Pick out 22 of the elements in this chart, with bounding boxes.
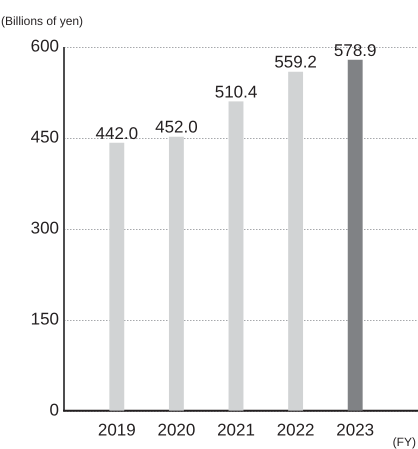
y-tick-label: 450: [30, 128, 59, 147]
data-label: 559.2: [274, 52, 317, 72]
bar: [228, 101, 244, 411]
y-tick-label: 300: [30, 218, 59, 238]
x-tick-label: 2021: [217, 420, 255, 440]
data-label: 442.0: [96, 124, 138, 143]
bar: [168, 136, 184, 411]
x-axis-title: (FY): [392, 435, 416, 449]
x-tick-label: 2022: [276, 420, 315, 440]
y-tick-label: 150: [30, 310, 59, 329]
data-label: 452.0: [155, 118, 198, 137]
y-tick-label: 600: [30, 36, 59, 56]
data-label: 510.4: [214, 82, 258, 102]
x-tick-label: 2023: [336, 420, 374, 440]
x-tick-label: 2019: [98, 420, 136, 440]
y-axis-title: (Billions of yen): [1, 14, 84, 28]
x-tick-label: 2020: [157, 420, 196, 440]
y-tick-label: 0: [50, 400, 59, 420]
bar: [109, 142, 124, 411]
data-label: 578.9: [334, 40, 376, 60]
bar: [288, 72, 304, 411]
bar: [348, 60, 363, 411]
